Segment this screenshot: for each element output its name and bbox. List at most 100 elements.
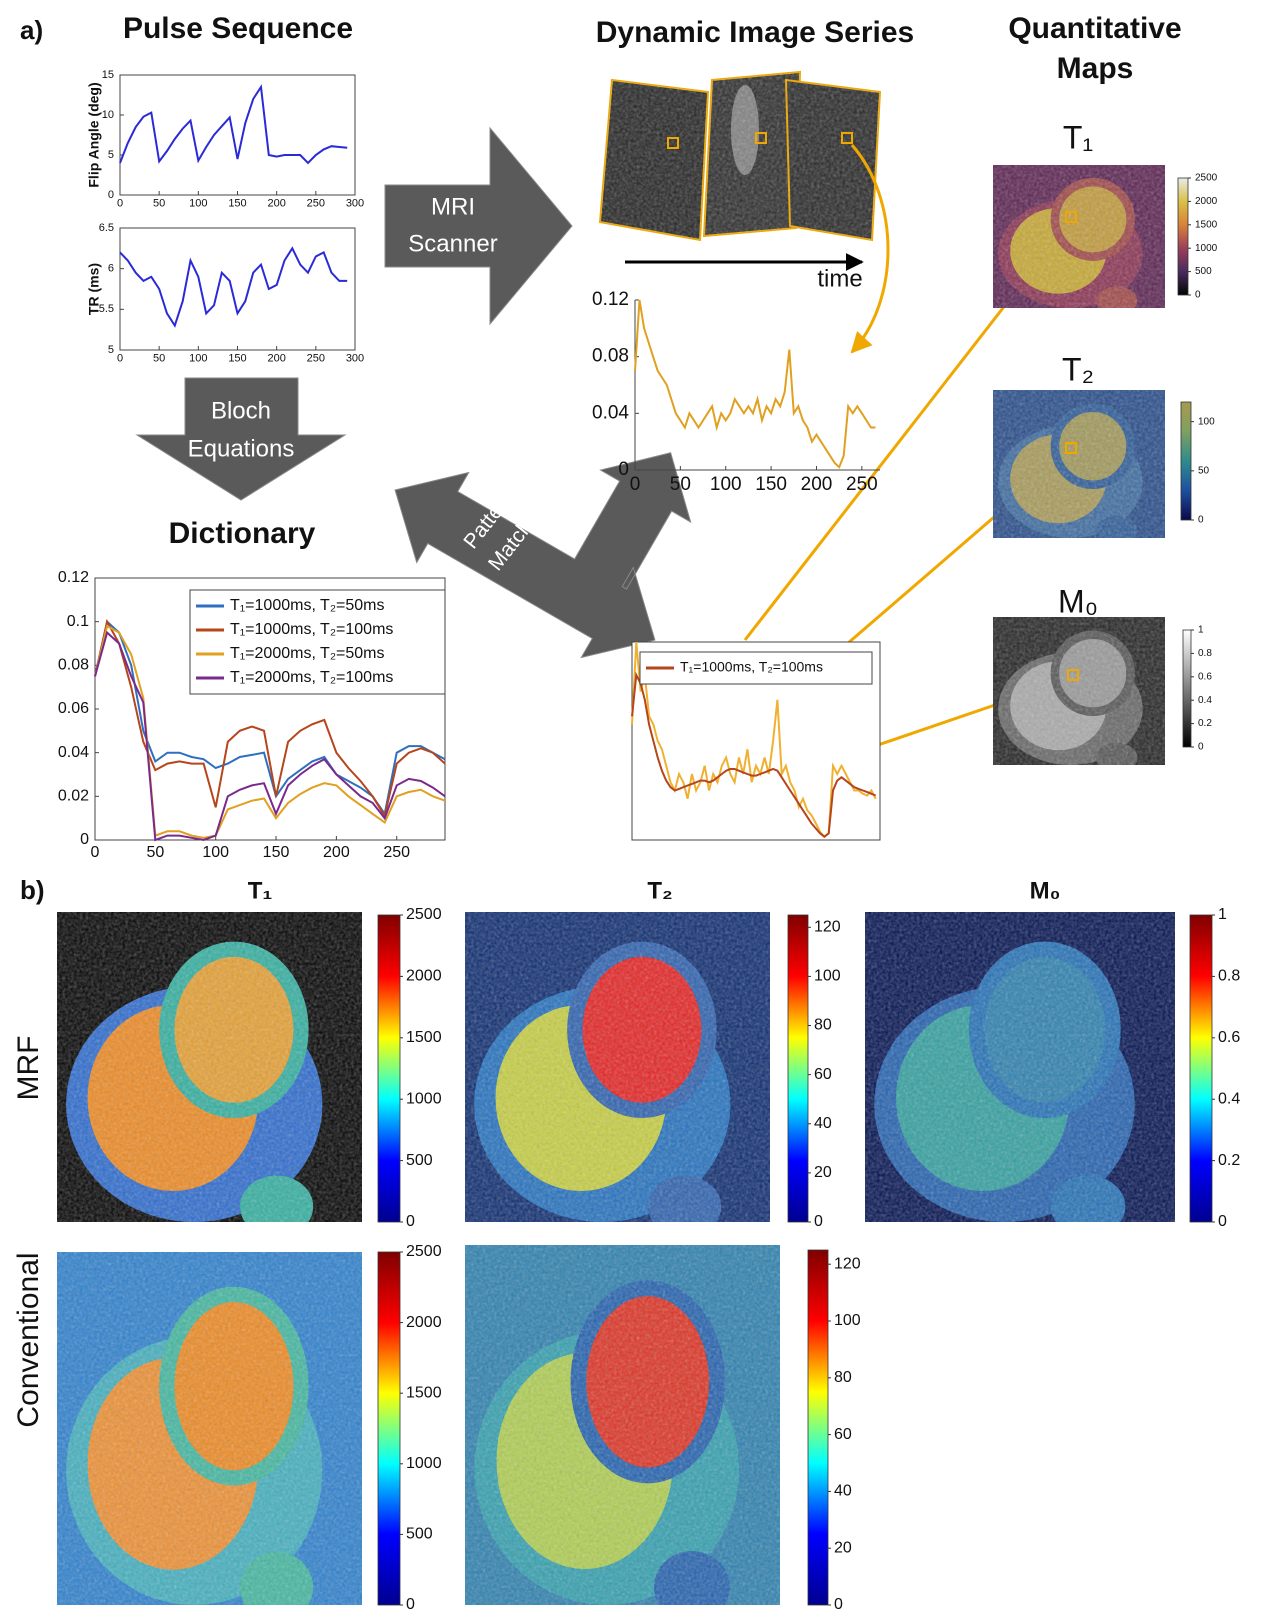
colorbar-tick-label: 0.8: [1218, 968, 1240, 985]
colorbar-tick-label: 2500: [1195, 173, 1218, 184]
colorbar-tick-label: 2500: [406, 1243, 442, 1260]
mri-arrow: [384, 126, 573, 326]
colorbar-tick-label: 60: [834, 1426, 852, 1443]
colorbar-tick-label: 100: [1198, 416, 1215, 427]
x-tick-label: 300: [346, 353, 364, 365]
y-tick-label: 0.12: [592, 289, 629, 310]
image-texture: [993, 390, 1165, 538]
colorbar-tick-label: 1000: [406, 1090, 442, 1107]
colorbar-tick-label: 1500: [1195, 219, 1218, 230]
roi: [755, 132, 767, 144]
roi: [1065, 442, 1077, 454]
pattern-arrow: [394, 452, 692, 659]
x-tick-label: 200: [801, 474, 833, 495]
y-tick-label: 6: [108, 263, 114, 275]
bloch-arrow-label: Bloch: [211, 397, 271, 424]
image-texture: [57, 1252, 362, 1605]
x-tick-label: 250: [846, 474, 878, 495]
colorbar-tick-label: 60: [814, 1066, 832, 1083]
image-texture: [993, 165, 1165, 308]
x-tick-label: 100: [189, 198, 207, 210]
colorbar-tick-label: 0.6: [1198, 671, 1212, 682]
colorbar-tick-label: 2000: [1195, 196, 1218, 207]
panel-label: b): [20, 875, 45, 905]
x-tick-label: 50: [146, 844, 164, 861]
map-image: [993, 617, 1165, 765]
colorbar-tick-label: 0.2: [1218, 1152, 1240, 1169]
legend-label: T₁=1000ms, T₂=100ms: [680, 659, 823, 675]
series-line: [119, 84, 348, 165]
series-line: [94, 630, 446, 842]
colorbar-tick-label: 2500: [406, 906, 442, 923]
time-label: time: [817, 265, 862, 292]
y-tick-label: 5: [108, 344, 114, 356]
plot-frame: [119, 74, 356, 196]
x-tick-label: 150: [228, 198, 246, 210]
x-tick-label: 150: [228, 353, 246, 365]
quant-title: Maps: [1057, 52, 1134, 85]
y-tick-label: 0.08: [58, 657, 89, 674]
colorbar: [1177, 177, 1189, 296]
colorbar: [807, 1249, 829, 1606]
y-axis-label: Flip Angle (deg): [86, 82, 102, 187]
y-tick-label: 6.5: [99, 222, 114, 234]
colorbar-tick-label: 0: [1195, 290, 1201, 301]
colorbar-tick-label: 1500: [406, 1029, 442, 1046]
legend-label: T₁=1000ms, T₂=100ms: [230, 621, 393, 638]
roi: [1067, 669, 1079, 681]
image-texture: [993, 617, 1165, 765]
y-tick-label: 5: [108, 149, 114, 161]
column-title: M₀: [1030, 877, 1061, 904]
map-image: [57, 912, 362, 1222]
frame-texture: [600, 80, 708, 240]
y-tick-label: 0.08: [592, 346, 629, 367]
y-tick-label: 0.04: [592, 402, 629, 423]
map-title: M₀: [1058, 583, 1098, 619]
legend-box: [189, 589, 446, 695]
plot-frame: [119, 227, 356, 351]
x-tick-label: 150: [263, 844, 290, 861]
frame-texture: [786, 80, 880, 240]
series-line: [631, 671, 877, 838]
colorbar-tick-label: 0: [406, 1596, 415, 1613]
colorbar: [1182, 629, 1192, 748]
quant-title: Quantitative: [1008, 12, 1181, 45]
colorbar-tick-label: 0: [406, 1213, 415, 1230]
pulse-title: Pulse Sequence: [123, 12, 353, 45]
x-tick-label: 50: [153, 198, 165, 210]
x-tick-label: 300: [346, 198, 364, 210]
colorbar-tick-label: 2000: [406, 968, 442, 985]
map-image: [57, 1252, 362, 1605]
colorbar-tick-label: 0: [834, 1596, 843, 1613]
map-image: [465, 1245, 780, 1605]
colorbar-tick-label: 0: [1198, 515, 1204, 526]
x-tick-label: 50: [670, 474, 691, 495]
panel-label: a): [20, 15, 43, 45]
map-image: [465, 912, 770, 1222]
x-tick-label: 200: [323, 844, 350, 861]
colorbar-tick-label: 1: [1198, 625, 1204, 636]
image-texture: [465, 1245, 780, 1605]
colorbar-tick-label: 50: [1198, 465, 1210, 476]
roi: [1065, 211, 1077, 223]
map-image: [993, 165, 1165, 308]
column-title: T₁: [248, 877, 273, 904]
x-tick-label: 250: [383, 844, 410, 861]
colorbar-tick-label: 20: [834, 1539, 852, 1556]
series-line: [119, 246, 348, 328]
image-stack: [598, 70, 882, 242]
map-title: T₁: [1063, 119, 1093, 155]
map-title: T₂: [1062, 351, 1094, 387]
x-tick-label: 100: [710, 474, 742, 495]
colorbar-tick-label: 1000: [406, 1455, 442, 1472]
mri-arrow-label: MRI: [431, 193, 475, 220]
colorbar-tick-label: 0: [1218, 1213, 1227, 1230]
colorbar-tick-label: 0: [814, 1213, 823, 1230]
roi: [841, 132, 853, 144]
y-tick-label: 0: [80, 831, 89, 848]
colorbar-tick-label: 0: [1198, 742, 1204, 753]
colorbar-tick-label: 20: [814, 1164, 832, 1181]
bloch-arrow: [135, 377, 347, 501]
colorbar: [1189, 914, 1213, 1223]
